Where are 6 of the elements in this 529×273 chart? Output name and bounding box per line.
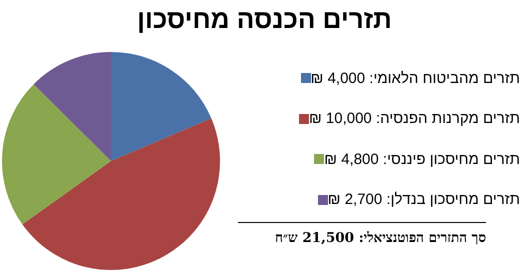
legend-label: תזרים מקרנות הפנסיה: 10,000 ₪	[308, 110, 520, 128]
text: סך התזרים הפוטנציאלי: 21,500 ש״ח	[274, 230, 486, 246]
legend-label: תזרים מחיסכון פיננסי: 4,800 ₪	[324, 150, 520, 168]
legend-label: תזרים מחיסכון בנדלן: 2,700 ₪	[328, 191, 520, 208]
chart-title: תזרים הכנסה מחיסכון	[136, 4, 393, 35]
legend-label: תזרים מהביטוח הלאומי: 4,000 ₪	[310, 70, 520, 87]
